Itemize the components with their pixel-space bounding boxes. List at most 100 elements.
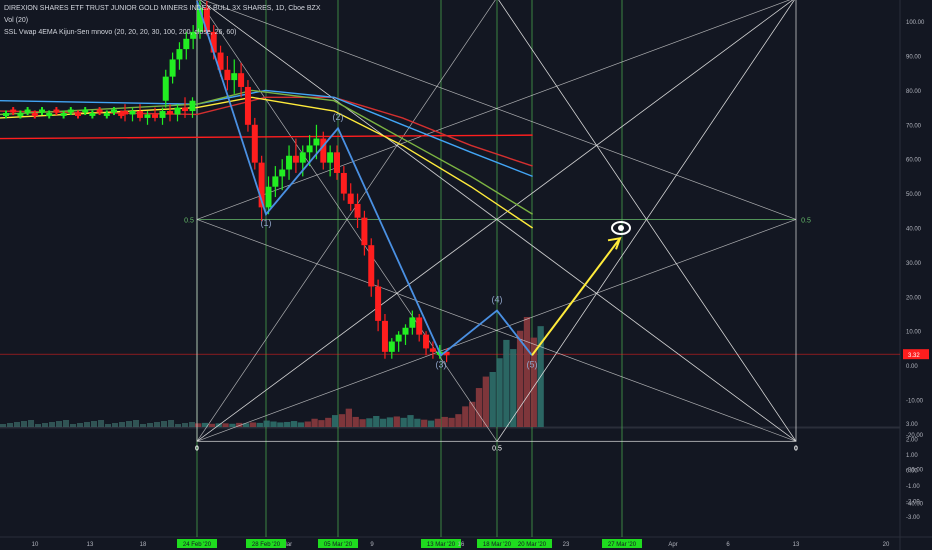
price-tick-label: 40.00 xyxy=(906,227,922,233)
candle-body xyxy=(129,111,136,115)
volume-bar xyxy=(503,339,510,427)
volume-bar xyxy=(516,330,524,427)
wave-line xyxy=(196,0,533,357)
time-tick-label: 28 Feb '20 xyxy=(252,542,281,548)
volume-bar xyxy=(168,420,174,427)
candle xyxy=(91,110,94,119)
candle-body xyxy=(327,152,334,163)
volume-bar xyxy=(469,401,476,427)
symbol-title: DIREXION SHARES ETF TRUST JUNIOR GOLD MI… xyxy=(4,5,321,12)
volume-bar xyxy=(338,414,346,427)
volume-bar xyxy=(140,424,146,427)
volume-bar xyxy=(359,419,366,427)
volume-bar xyxy=(256,422,263,427)
lower-tick-label: -3.00 xyxy=(906,515,920,521)
candle xyxy=(33,110,36,119)
candle-body xyxy=(152,114,158,118)
candle-body xyxy=(292,155,299,163)
time-tick-label: Apr xyxy=(668,542,677,548)
volume-bar xyxy=(284,421,291,427)
volume-bar xyxy=(77,423,83,427)
candle-body xyxy=(182,107,188,112)
volume-bar xyxy=(126,421,132,427)
volume-bar xyxy=(400,417,407,427)
candle-body xyxy=(395,334,402,342)
volume-bar xyxy=(496,358,503,427)
volume-bar xyxy=(510,349,517,427)
gann-fan-line xyxy=(196,219,797,442)
price-tick-label: 0.00 xyxy=(906,364,918,370)
volume-bar xyxy=(182,423,188,427)
candle-body xyxy=(258,162,265,208)
candle-body xyxy=(429,348,436,352)
volume-bar xyxy=(42,423,48,427)
volume-bar xyxy=(21,421,27,427)
candle xyxy=(55,107,58,116)
volume-bar xyxy=(530,337,537,427)
candle-body xyxy=(409,317,416,328)
time-tick-highlight xyxy=(602,539,642,548)
elliott-wave[interactable]: (1) (2) (3) (4) (5) xyxy=(196,0,538,369)
gann-fan-line xyxy=(196,0,791,220)
candle-body xyxy=(167,111,173,115)
volume-bar xyxy=(175,424,181,427)
volume-bar xyxy=(407,415,414,427)
lower-tick-label: 2.00 xyxy=(906,438,918,444)
projection-arrow[interactable] xyxy=(531,237,622,356)
candle-body xyxy=(137,111,143,118)
candle-body xyxy=(197,7,203,32)
candle xyxy=(41,107,43,116)
last-price-label: 3.32 xyxy=(908,353,920,359)
candle-body xyxy=(416,317,423,335)
gann-box[interactable]: 00000.50.50.50.5 xyxy=(184,0,811,452)
volume-bar xyxy=(105,424,111,427)
gann-fan-line xyxy=(496,219,797,442)
volume-bar xyxy=(434,418,442,427)
time-tick-label: 13 xyxy=(793,542,800,548)
eye-outline xyxy=(611,221,631,235)
time-tick-label: 18 Mar '20 xyxy=(483,542,512,548)
volume-bar xyxy=(236,422,243,427)
volume-bar xyxy=(0,424,6,427)
price-tick-label: 60.00 xyxy=(906,158,922,164)
volume-bar xyxy=(332,415,339,427)
volume-bar xyxy=(249,422,257,427)
price-tick-label: 70.00 xyxy=(906,123,922,129)
candle-body xyxy=(299,152,306,163)
volume-bar xyxy=(373,416,380,427)
candle xyxy=(62,110,65,119)
volume-bar xyxy=(189,422,195,427)
time-tick-label: 20 xyxy=(883,542,890,548)
time-tick-label: 05 Mar '20 xyxy=(324,542,353,548)
candle-body xyxy=(217,52,224,70)
volume-bar xyxy=(91,421,97,427)
time-tick-label: Mar xyxy=(282,542,292,548)
candle-body xyxy=(402,327,409,335)
lower-tick-label: -2.00 xyxy=(906,500,920,506)
volume-bar xyxy=(366,418,373,427)
candle xyxy=(12,107,15,116)
gann-label: 0.5 xyxy=(801,217,811,224)
candle xyxy=(5,110,7,119)
volume-bar xyxy=(263,420,270,427)
volume-bar xyxy=(133,420,139,427)
gann-label: 0 xyxy=(195,445,199,452)
lower-tick-label: 3.00 xyxy=(906,422,918,428)
candle-body xyxy=(203,7,210,32)
time-tick-highlight xyxy=(177,539,217,548)
candle-body xyxy=(174,107,181,115)
volume-bar xyxy=(14,422,20,427)
gann-fan-line xyxy=(196,0,496,442)
gann-fan-line xyxy=(498,0,797,442)
volume-bar xyxy=(28,420,34,427)
volume-bar xyxy=(154,422,160,427)
candle-body xyxy=(159,111,166,118)
time-tick-label: 24 Feb '20 xyxy=(183,542,212,548)
lower-tick-label: 1.00 xyxy=(906,453,918,459)
candle-body xyxy=(313,138,320,146)
candle-body xyxy=(231,73,238,81)
volume-bar xyxy=(523,317,531,427)
price-tick-label: -40.00 xyxy=(906,502,924,508)
price-tick-label: -10.00 xyxy=(906,399,924,405)
